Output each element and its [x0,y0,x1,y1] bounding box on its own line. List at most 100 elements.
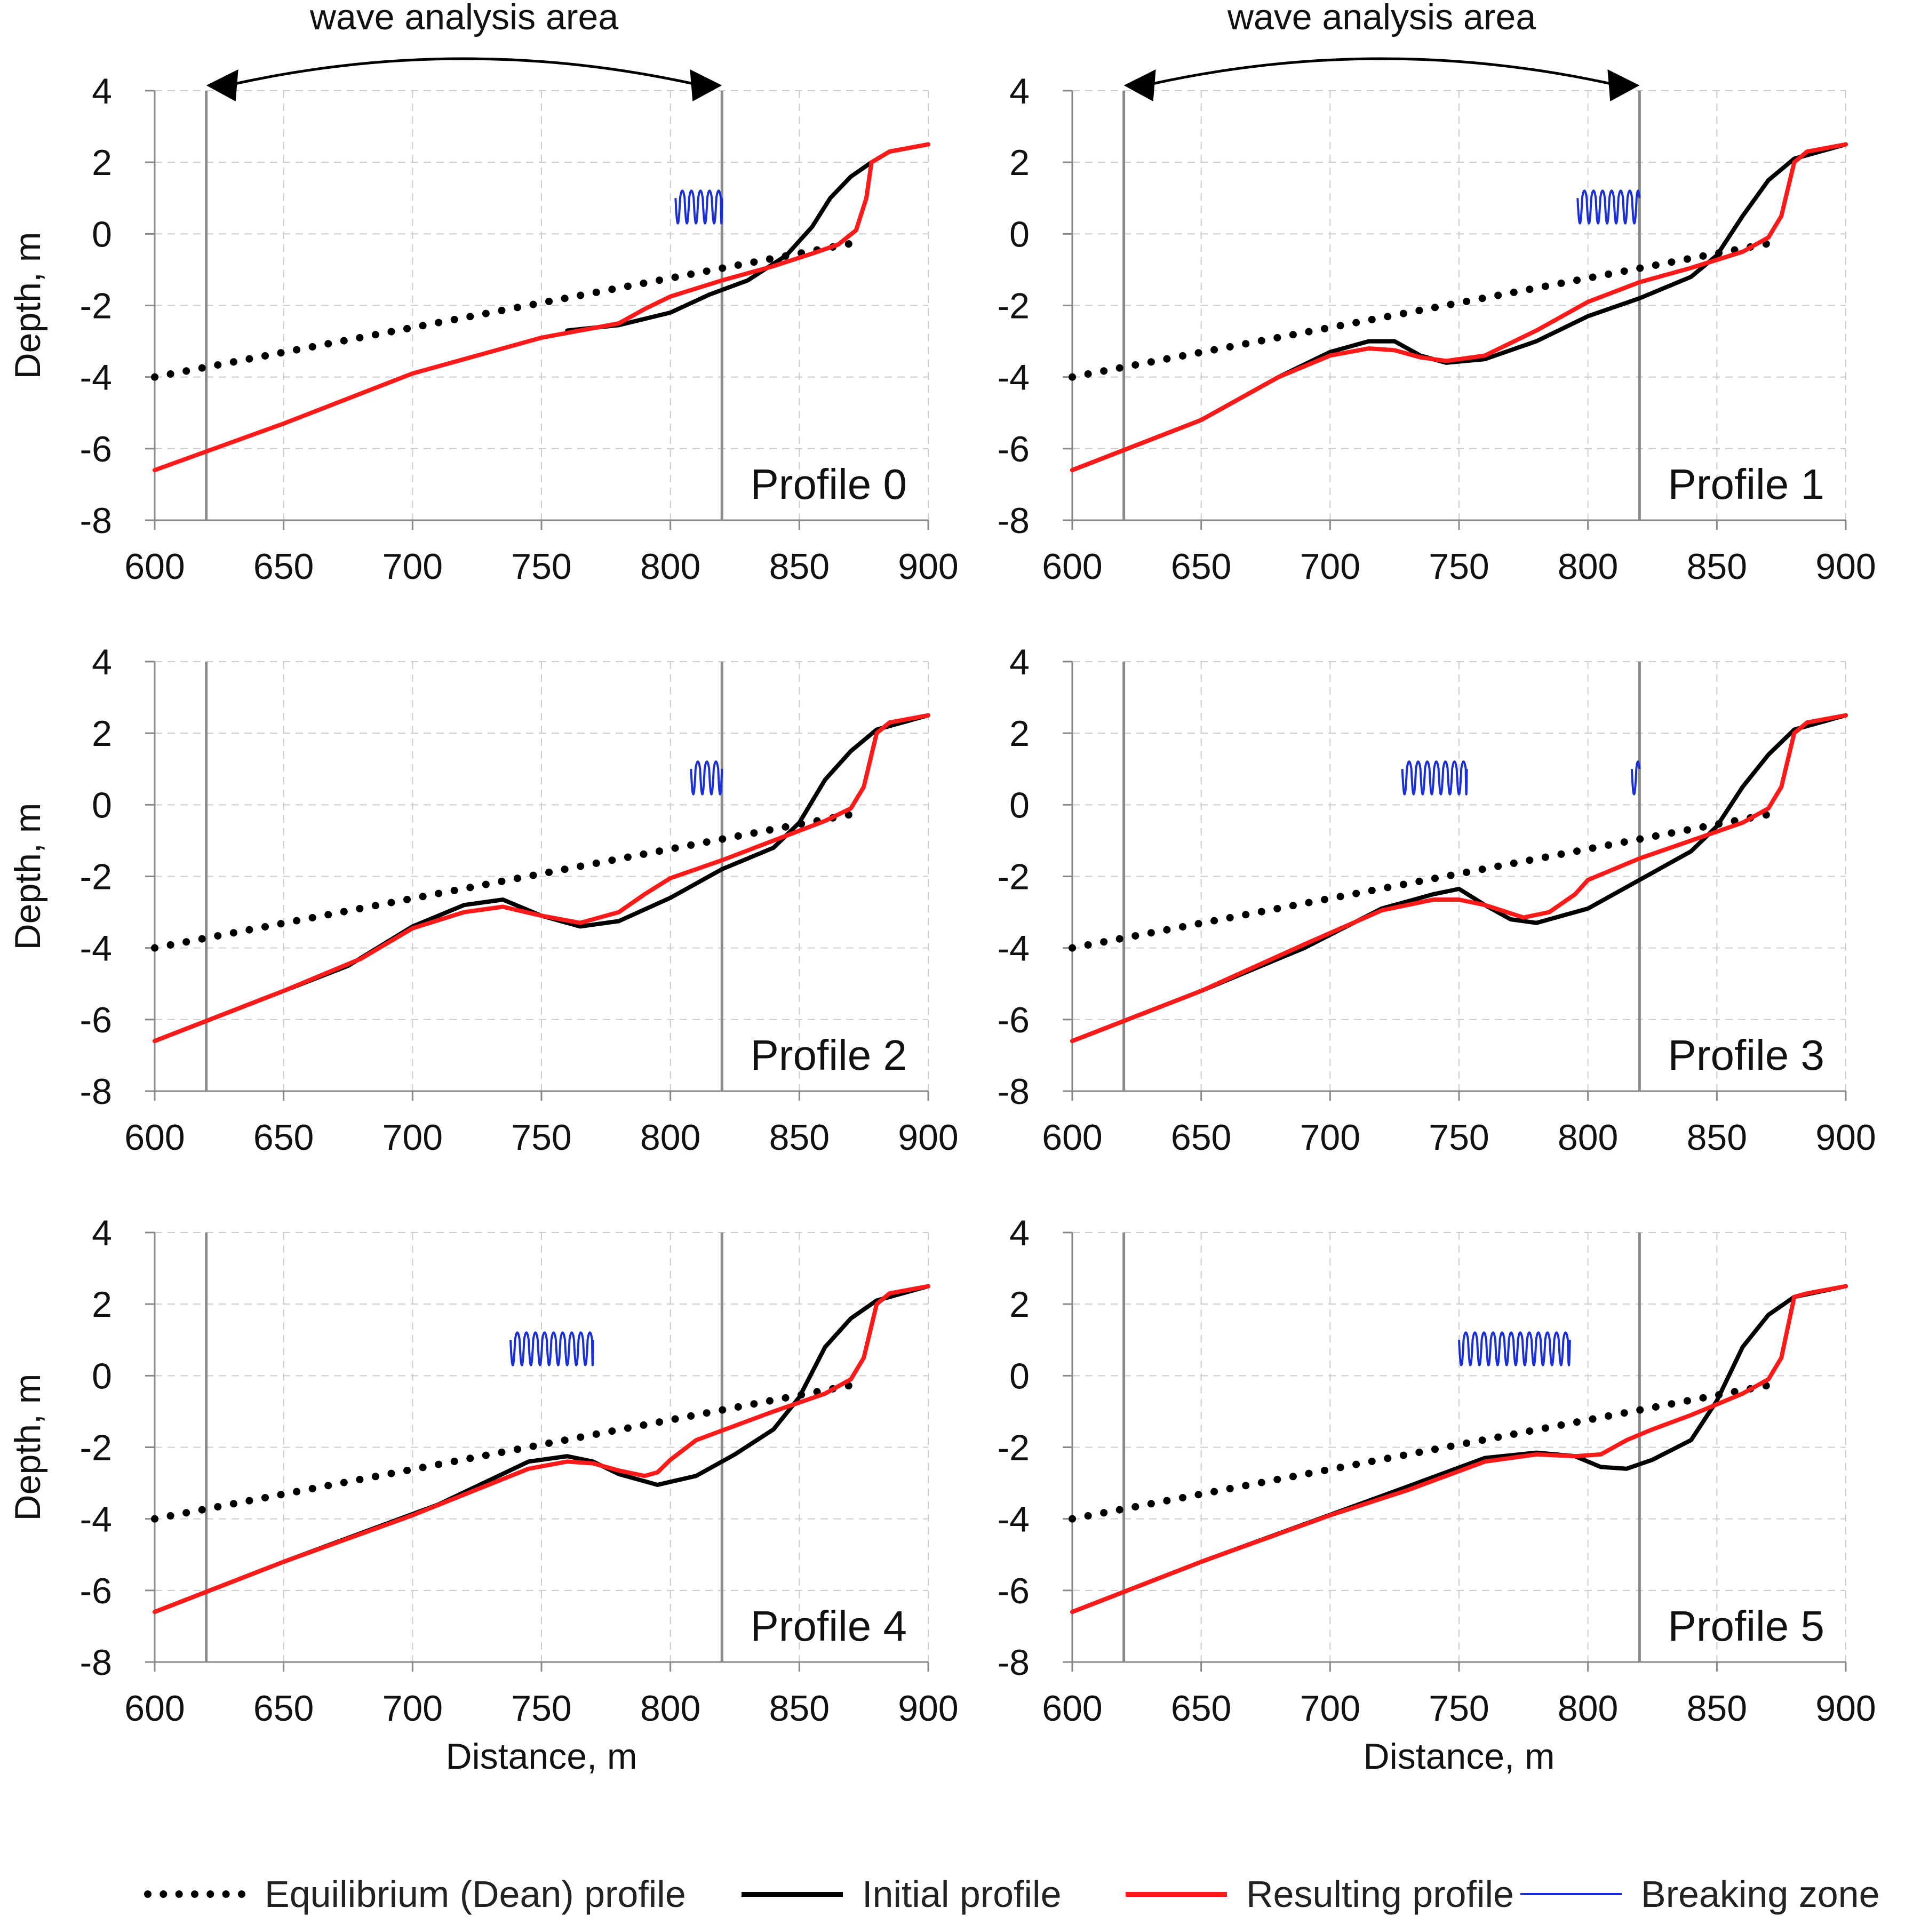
y-tick-label: -4 [80,928,112,969]
x-axis-label: Distance, m [446,1736,637,1777]
y-tick-label: -2 [80,857,112,897]
x-tick-label: 750 [1429,1688,1489,1729]
panel-1: 600 650 700 750 800 850 900 4 2 0 -2 -4 -6 -8 wave ana… [998,0,1876,587]
x-tick-label: 800 [640,546,700,587]
x-tick-label: 800 [1558,546,1618,587]
y-tick-label: -2 [998,857,1030,897]
annotation-arrow-right [1607,69,1640,101]
panel-5: 600 650 700 750 800 850 900 4 2 0 -2 -4 -6 -8 Distance… [998,1213,1876,1777]
x-tick-label: 800 [640,1688,700,1729]
y-tick-label: 4 [1009,1213,1030,1253]
series-resulting-line [1070,142,1848,473]
y-tick-label: -6 [80,429,112,470]
y-tick-label: 2 [92,713,112,754]
x-tick-label: 700 [1300,1688,1360,1729]
x-tick-label: 750 [511,546,571,587]
y-tick-label: -4 [80,357,112,398]
y-tick-label: 0 [92,1356,112,1396]
legend-item-resulting: Resulting profile [1126,1867,1514,1921]
y-axis-label: Depth, m [7,1374,48,1521]
y-tick-label: 4 [1009,71,1030,112]
legend-label-initial: Initial profile [862,1873,1062,1915]
profile-label: Profile 4 [751,1602,907,1650]
x-tick-label: 800 [640,1117,700,1158]
profile-label: Profile 3 [1668,1031,1824,1079]
series-resulting-line [1070,713,1848,1044]
y-tick-label: -8 [80,1071,112,1112]
x-tick-label: 600 [124,1688,185,1729]
y-tick-label: 2 [1009,713,1030,754]
legend-item-breaking: Breaking zone [1520,1867,1880,1921]
x-tick-label: 850 [1687,1117,1747,1158]
legend-swatch-breaking [1520,1893,1622,1895]
x-tick-label: 650 [1171,546,1231,587]
x-tick-label: 700 [382,546,443,587]
y-tick-label: -2 [998,286,1030,327]
y-tick-label: 0 [1009,1356,1030,1396]
y-tick-label: -4 [998,928,1030,969]
x-tick-label: 900 [1815,1688,1876,1729]
x-tick-label: 900 [1815,1117,1876,1158]
x-tick-label: 650 [253,1688,314,1729]
y-tick-label: 0 [92,214,112,255]
y-tick-label: 4 [1009,642,1030,682]
y-tick-label: 4 [92,71,112,112]
profile-label: Profile 0 [751,460,907,508]
y-tick-label: -6 [80,1000,112,1040]
annotation-arrow-right [690,69,722,101]
x-tick-label: 850 [1687,1688,1747,1729]
profile-label: Profile 1 [1668,460,1824,508]
x-axis-label: Distance, m [1364,1736,1555,1777]
panel-3: 600 650 700 750 800 850 900 4 2 0 -2 -4 -6 -8 Profile … [998,642,1876,1158]
y-tick-label: -4 [80,1499,112,1540]
legend-label-resulting: Resulting profile [1246,1873,1514,1915]
breaking-zone-mark [1630,760,1641,796]
y-axis-label: Depth, m [7,232,48,379]
x-tick-label: 650 [253,546,314,587]
legend-label-dean: Equilibrium (Dean) profile [265,1873,686,1915]
series-resulting-line [153,142,930,473]
y-tick-label: -8 [80,500,112,541]
series-initial-line [1070,1284,1848,1615]
annotation-text: wave analysis area [309,0,618,37]
annotation-arrow-left [1123,69,1156,101]
series-equilibrium-line [151,237,868,381]
annotation-arc [1145,57,1619,87]
x-tick-label: 600 [124,1117,185,1158]
legend-swatch-dean [144,1890,245,1898]
annotation-text: wave analysis area [1227,0,1536,37]
x-tick-label: 750 [1429,546,1489,587]
x-tick-label: 700 [382,1117,443,1158]
series-equilibrium-line [151,808,868,952]
y-tick-label: -6 [80,1571,112,1611]
x-tick-label: 700 [1300,546,1360,587]
y-tick-label: -4 [998,357,1030,398]
breaking-zone-mark [690,760,723,796]
series-resulting-line [1070,1284,1848,1615]
x-tick-label: 850 [769,1688,830,1729]
y-tick-label: 0 [1009,785,1030,825]
y-tick-label: -6 [998,1000,1030,1040]
x-tick-label: 700 [1300,1117,1360,1158]
y-tick-label: 2 [92,142,112,183]
y-tick-label: 4 [92,1213,112,1253]
y-tick-label: -6 [998,429,1030,470]
chart-panels: 600 650 700 750 800 850 900 4 2 0 -2 -4 -6 -8 Depth, m… [7,0,1876,1777]
x-tick-label: 600 [1042,1117,1102,1158]
x-tick-label: 650 [253,1117,314,1158]
x-tick-label: 750 [511,1117,571,1158]
legend-item-initial: Initial profile [742,1867,1062,1921]
x-tick-label: 650 [1171,1688,1231,1729]
breaking-zone-mark [674,189,723,225]
x-tick-label: 850 [769,546,830,587]
y-tick-label: -8 [998,500,1030,541]
breaking-zone-mark [509,1331,594,1366]
x-tick-label: 700 [382,1688,443,1729]
legend: Equilibrium (Dean) profile Initial profi… [133,1867,1904,1921]
y-tick-label: 2 [1009,142,1030,183]
y-tick-label: 2 [92,1284,112,1325]
y-tick-label: -4 [998,1499,1030,1540]
y-axis-label: Depth, m [7,803,48,950]
y-tick-label: -6 [998,1571,1030,1611]
x-tick-label: 850 [1687,546,1747,587]
